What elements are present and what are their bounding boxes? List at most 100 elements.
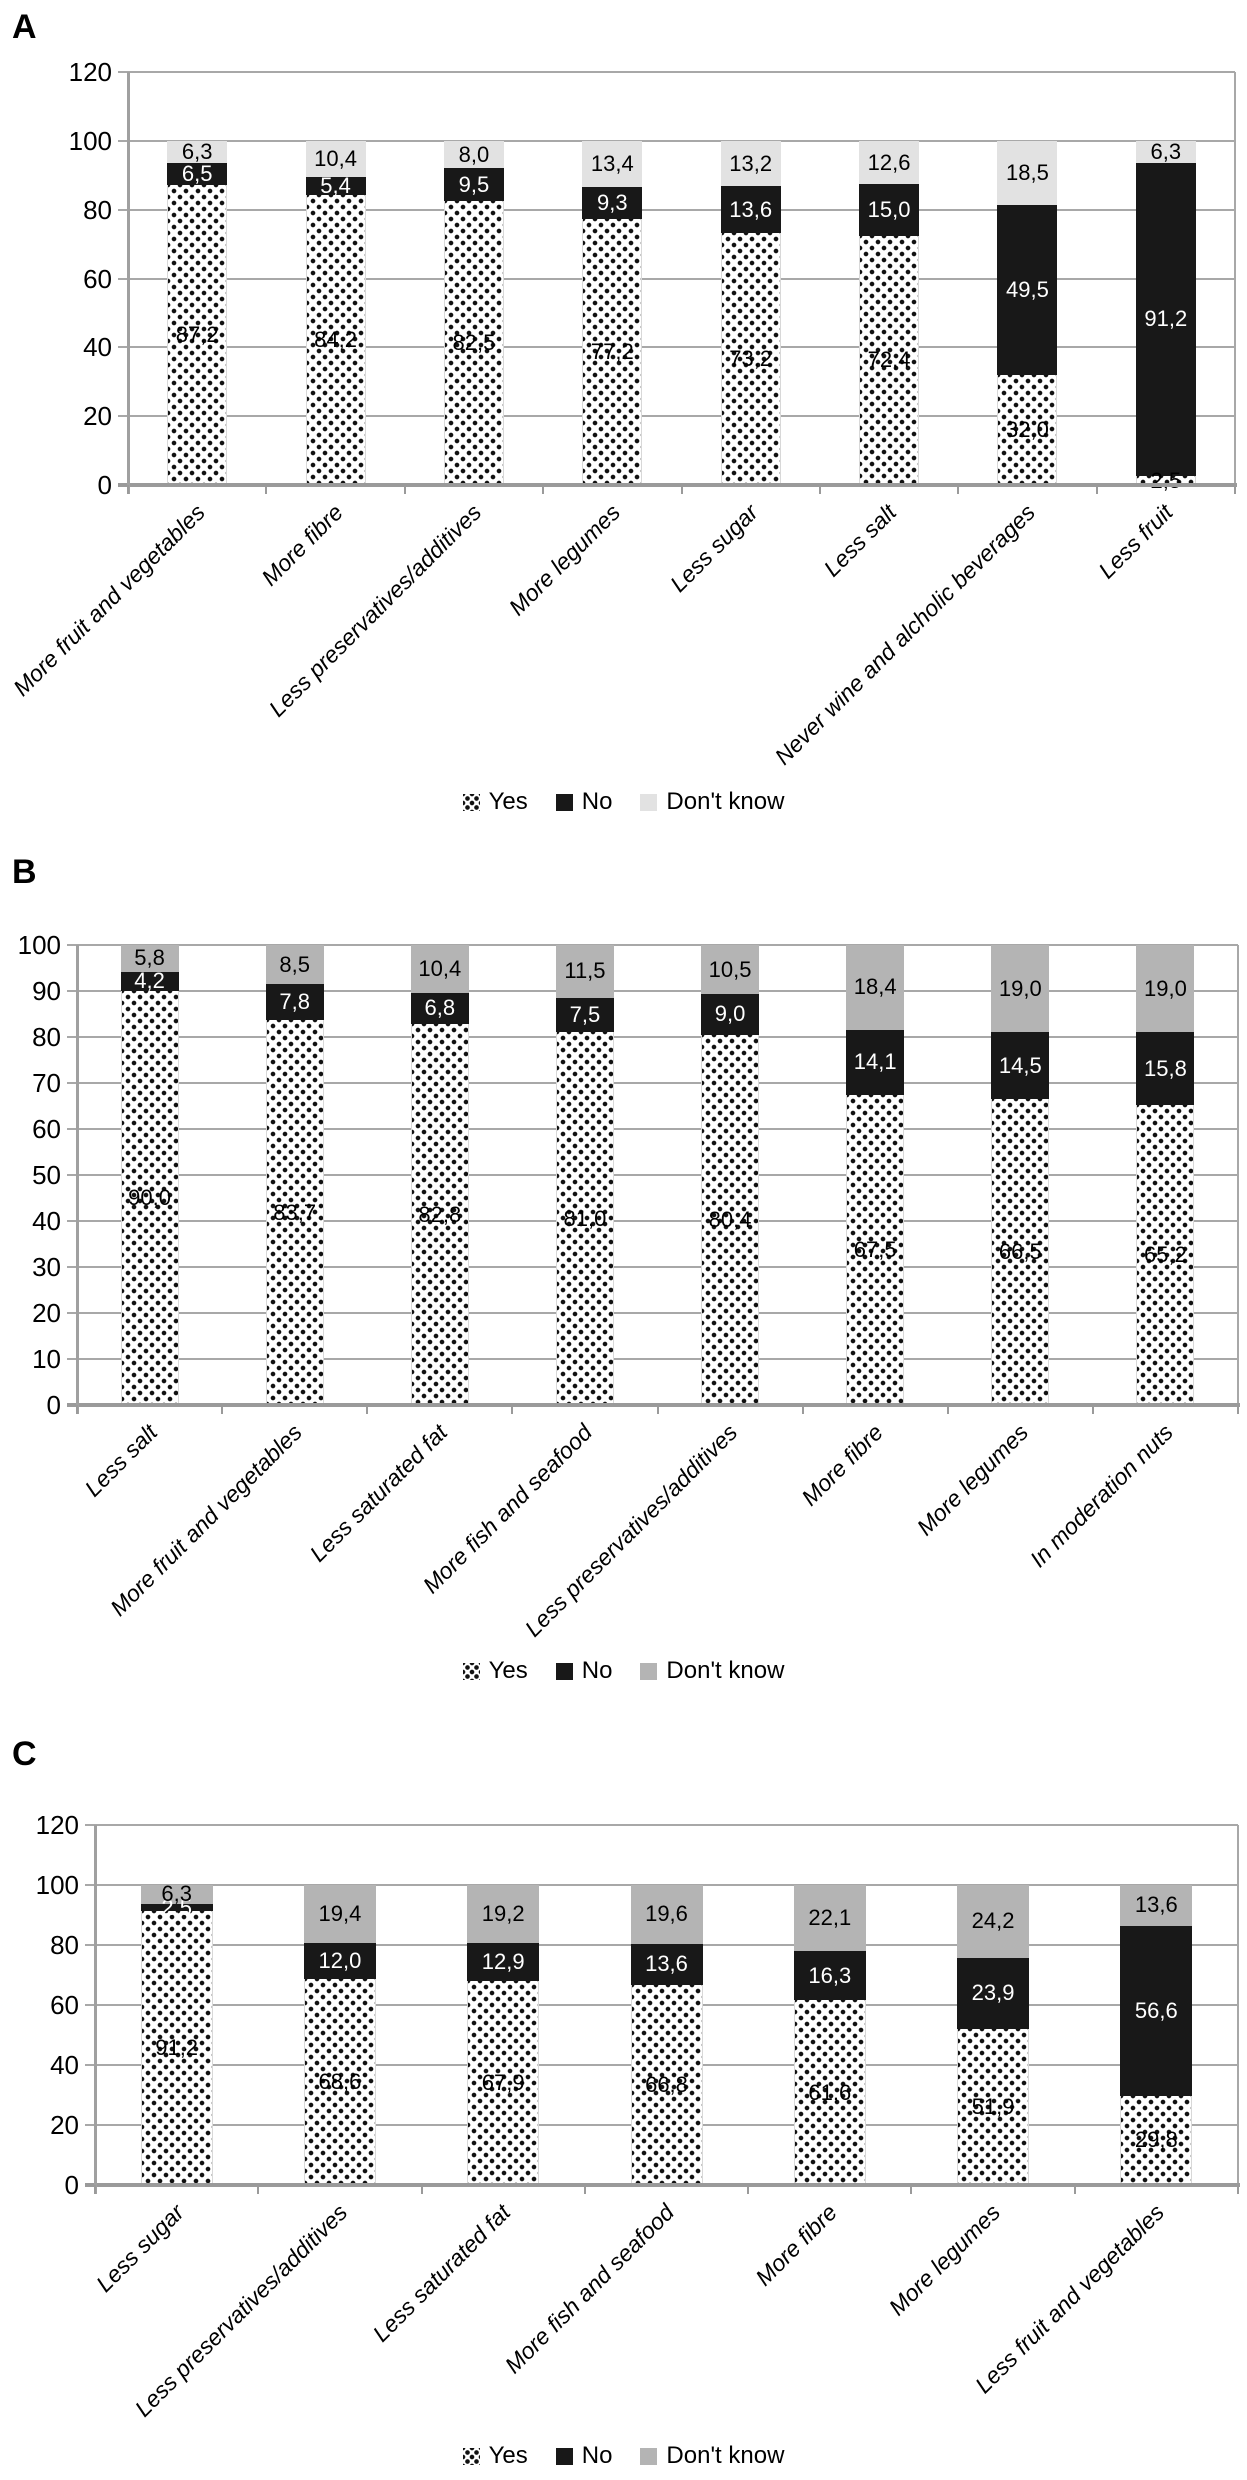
- legend-swatch-no: [555, 793, 573, 811]
- x-axis-tick: [420, 2185, 423, 2194]
- legend-label-dont-know: Don't know: [666, 1657, 785, 1684]
- y-axis-tick-label: 50: [32, 1160, 61, 1190]
- x-axis-label: Less salt: [818, 499, 902, 582]
- y-axis-tick-label: 60: [32, 1114, 61, 1144]
- value-label-no: 14,1: [853, 1049, 897, 1075]
- gridline: [67, 1312, 1238, 1314]
- bar-segment-no: [140, 1903, 213, 1912]
- gridline: [118, 208, 1235, 211]
- panel-letter-b: B: [12, 853, 37, 891]
- bar-segment-no: [1120, 1925, 1193, 2096]
- x-axis-tick: [127, 485, 129, 494]
- y-axis-tick-label: 40: [32, 1206, 61, 1236]
- value-label-no: 5,4: [320, 172, 351, 198]
- value-label-no: 9,5: [458, 171, 490, 197]
- x-axis-tick: [801, 1405, 804, 1414]
- bar-segment-yes: [467, 1981, 540, 2185]
- y-axis-tick-label: 0: [97, 470, 112, 500]
- panel-letter-c: C: [12, 1735, 37, 1773]
- legend-label-yes: Yes: [488, 788, 528, 815]
- legend-swatch-dont-know: [640, 2447, 658, 2465]
- bar-segment-yes: [305, 195, 366, 485]
- x-axis-tick: [403, 485, 406, 494]
- x-axis-label: Less sugar: [665, 499, 764, 597]
- value-label-yes: 66,5: [998, 1239, 1042, 1265]
- bar-b-5: 80,4 9,0 10,5: [701, 945, 760, 1405]
- bar-a-1: 87,2 6,5 6,3: [167, 72, 228, 485]
- value-label-no: 15,8: [1144, 1055, 1187, 1081]
- bar-segment-dont-know: [859, 140, 920, 185]
- value-label-no: 13,6: [729, 196, 773, 222]
- gridline: [67, 1358, 1238, 1360]
- bar-segment-yes: [140, 1911, 213, 2185]
- gridline: [118, 71, 1235, 73]
- gridline: [118, 415, 1235, 418]
- gridline: [67, 1220, 1238, 1222]
- bar-b-3: 82,8 6,8 10,4: [410, 945, 469, 1405]
- gridline: [67, 1174, 1238, 1176]
- y-axis-tick-label: 120: [68, 57, 112, 87]
- value-label-yes: 51,9: [971, 2094, 1015, 2120]
- gridline: [67, 944, 1238, 947]
- value-label-no: 91,2: [1144, 306, 1188, 332]
- panel-a: A 0 20 40 60 80 100 120 87,2 6,5 6,3 More fruit and…: [0, 0, 1247, 835]
- bar-a-4: 77,2 9,3 13,4: [582, 72, 643, 485]
- x-axis-tick: [910, 2185, 913, 2194]
- value-label-yes: 68,6: [318, 2069, 362, 2095]
- bar-segment-no: [167, 162, 228, 185]
- plot-right-border: [1234, 72, 1236, 485]
- value-label-yes: 29,8: [1134, 2127, 1178, 2153]
- bar-b-1: 90,0 4,2 5,8: [120, 945, 179, 1405]
- value-label-yes: 2,5: [1150, 467, 1182, 493]
- value-label-dont-know: 13,2: [729, 150, 773, 176]
- y-axis-tick-label: 10: [32, 1344, 61, 1374]
- bar-segment-yes: [303, 1979, 376, 2185]
- bar-segment-yes: [555, 1032, 614, 1405]
- bar-segment-dont-know: [1136, 945, 1195, 1033]
- value-label-dont-know: 18,4: [853, 974, 897, 1000]
- x-axis-tick: [94, 2185, 96, 2194]
- legend-label-dont-know: Don't know: [666, 2442, 785, 2469]
- value-label-no: 16,3: [808, 1962, 852, 1988]
- y-axis-tick-label: 20: [32, 1298, 61, 1328]
- legend-swatch-dont-know: [640, 793, 658, 811]
- value-label-no: 4,2: [134, 968, 165, 994]
- value-label-dont-know: 11,5: [564, 958, 606, 984]
- bar-segment-dont-know: [265, 945, 324, 985]
- value-label-no: 56,6: [1134, 1997, 1178, 2023]
- legend-item-dont-know: Don't know: [640, 2442, 784, 2470]
- gridline: [118, 346, 1235, 349]
- panel-c: C 0 20 40 60 80 100 120 91,2 2,5 6,3 Less sugar 68,6…: [0, 1690, 1247, 2480]
- y-axis-tick-label: 40: [83, 332, 112, 363]
- value-label-yes: 32,0: [1006, 416, 1049, 442]
- value-label-yes: 67,5: [853, 1236, 897, 1262]
- y-axis-line: [76, 945, 79, 1414]
- bar-segment-no: [305, 176, 366, 196]
- x-axis-tick: [1073, 2185, 1076, 2194]
- value-label-yes: 82,5: [452, 330, 496, 356]
- x-axis-tick: [1237, 2185, 1239, 2194]
- bar-segment-no: [265, 984, 324, 1020]
- value-label-no: 15,0: [867, 197, 911, 223]
- value-label-no: 7,5: [569, 1002, 601, 1028]
- gridline: [67, 990, 1238, 992]
- value-label-dont-know: 8,5: [279, 951, 310, 977]
- bar-segment-dont-know: [997, 140, 1058, 205]
- value-label-dont-know: 19,0: [1144, 975, 1187, 1001]
- bar-segment-no: [701, 993, 760, 1036]
- bar-b-4: 81,0 7,5 11,5: [555, 945, 614, 1405]
- legend-label-no: No: [581, 2442, 613, 2469]
- legend-item-yes: Yes: [462, 1657, 528, 1685]
- y-axis-tick-label: 100: [17, 930, 61, 960]
- x-axis-label: Less saturated fat: [367, 2199, 516, 2347]
- bar-segment-yes: [265, 1019, 324, 1405]
- x-axis-label: More fibre: [256, 499, 348, 591]
- value-label-yes: 87,2: [175, 321, 219, 347]
- bar-segment-yes: [443, 201, 504, 485]
- x-axis-label: More legumes: [911, 1419, 1033, 1541]
- value-label-dont-know: 8,0: [458, 141, 490, 167]
- x-axis-label: More fruit and vegetables: [7, 499, 210, 701]
- bar-segment-yes: [997, 374, 1058, 485]
- value-label-yes: 90,0: [128, 1185, 171, 1210]
- plot-area-b: 0 10 20 30 40 50 60 70 80 90 100 90,0 4,2 5,8 Less sal…: [18, 932, 1240, 1642]
